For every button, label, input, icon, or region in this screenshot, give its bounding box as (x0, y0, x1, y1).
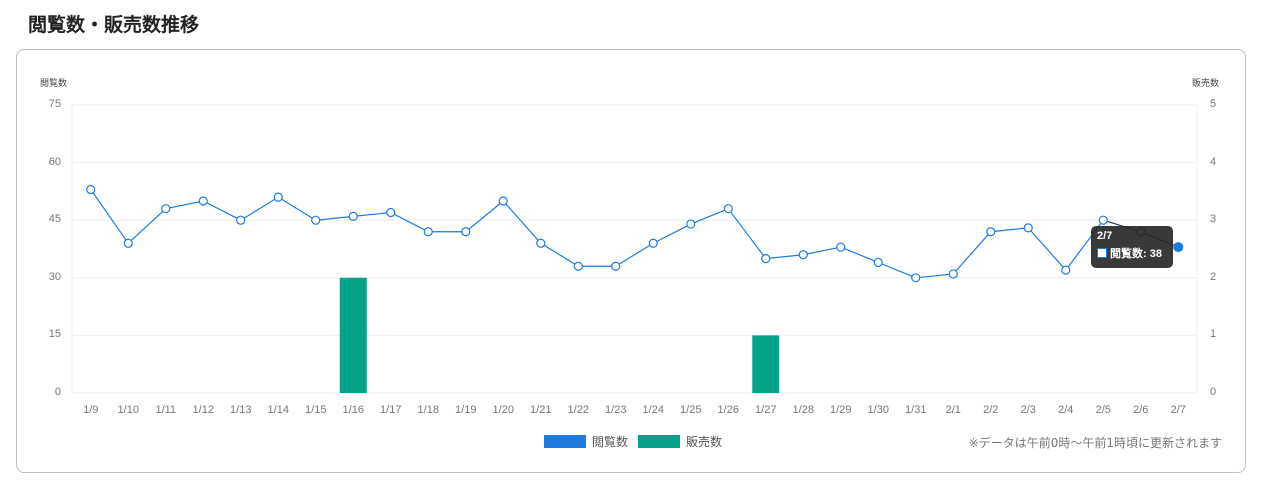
views-point[interactable] (686, 219, 696, 229)
chart-legend: 閲覧数 販売数 (544, 433, 722, 450)
y2-tick: 0 (1210, 386, 1217, 398)
y-tick: 60 (48, 155, 61, 168)
views-point[interactable] (311, 215, 321, 225)
tooltip-value: 閲覧数: 38 (1110, 248, 1162, 260)
x-tick: 2/2 (983, 404, 999, 416)
x-tick: 1/23 (605, 404, 627, 416)
y-tick: 0 (54, 386, 61, 398)
x-tick: 1/22 (567, 404, 589, 416)
views-point[interactable] (648, 238, 658, 248)
y2-tick: 1 (1210, 328, 1217, 341)
x-tick: 1/18 (417, 404, 439, 416)
x-tick: 1/13 (230, 404, 252, 416)
views-point[interactable] (836, 242, 846, 252)
views-point[interactable] (236, 215, 246, 225)
sales-bar[interactable] (752, 335, 780, 393)
views-point[interactable] (986, 227, 996, 237)
x-tick: 1/10 (117, 404, 139, 416)
tooltip-swatch-icon (1097, 248, 1107, 258)
views-point[interactable] (1023, 223, 1033, 233)
legend-label-sales[interactable]: 販売数 (686, 435, 723, 449)
y2-tick: 2 (1210, 270, 1217, 283)
x-tick: 1/28 (792, 404, 814, 416)
x-tick: 1/15 (305, 404, 327, 416)
x-tick: 2/4 (1058, 404, 1074, 416)
legend-swatch-views-icon[interactable] (544, 435, 586, 448)
x-tick: 1/25 (680, 404, 702, 416)
y2-tick: 4 (1210, 155, 1217, 168)
views-point[interactable] (536, 238, 546, 248)
x-tick: 2/6 (1133, 404, 1149, 416)
views-point[interactable] (761, 254, 771, 264)
chart-tooltip: 2/7 閲覧数: 38 (1091, 226, 1173, 268)
x-tick: 1/24 (642, 404, 664, 416)
views-point[interactable] (911, 273, 921, 283)
x-tick: 2/5 (1095, 404, 1111, 416)
views-point[interactable] (498, 196, 508, 206)
x-tick: 1/20 (492, 404, 514, 416)
x-tick: 1/9 (83, 404, 99, 416)
views-point[interactable] (1061, 265, 1071, 275)
y2-tick: 5 (1210, 98, 1217, 110)
views-point[interactable] (386, 207, 396, 218)
x-tick: 1/27 (755, 404, 777, 416)
chart-card (16, 49, 1246, 473)
page-title: 閲覧数・販売数推移 (28, 14, 200, 36)
x-tick: 1/11 (155, 404, 177, 416)
x-tick: 2/7 (1170, 404, 1186, 416)
x-tick: 2/3 (1020, 404, 1036, 416)
views-point[interactable] (198, 196, 208, 206)
tooltip-title: 2/7 (1097, 230, 1113, 242)
views-point[interactable] (461, 227, 471, 237)
views-point[interactable] (423, 227, 433, 237)
x-tick: 1/31 (905, 404, 927, 416)
views-point[interactable] (723, 204, 733, 214)
y-tick: 30 (48, 270, 61, 283)
y-tick: 75 (48, 98, 61, 110)
y-tick: 15 (48, 328, 61, 341)
views-point[interactable] (573, 261, 583, 271)
views-point[interactable] (798, 250, 808, 260)
views-point[interactable] (273, 192, 283, 202)
right-axis-label: 販売数 (1192, 79, 1220, 89)
x-tick: 1/29 (830, 404, 852, 416)
x-tick: 2/1 (945, 404, 961, 416)
views-point[interactable] (86, 184, 96, 195)
x-tick: 1/26 (717, 404, 739, 416)
legend-swatch-sales-icon[interactable] (638, 435, 681, 448)
sales-bar[interactable] (339, 277, 367, 393)
views-point[interactable] (161, 204, 171, 214)
y2-tick: 3 (1210, 213, 1217, 226)
x-tick: 1/17 (380, 404, 402, 416)
left-axis-label: 閲覧数 (40, 79, 68, 89)
x-tick: 1/14 (267, 404, 289, 416)
x-tick: 1/19 (455, 404, 477, 416)
views-point[interactable] (1173, 242, 1184, 253)
views-point[interactable] (873, 257, 883, 268)
x-tick: 1/12 (192, 404, 214, 416)
y-tick: 45 (48, 213, 61, 226)
x-tick: 1/16 (342, 404, 364, 416)
views-point[interactable] (948, 269, 958, 279)
views-point[interactable] (123, 238, 133, 248)
update-note: ※データは午前0時〜午前1時頃に更新されます (968, 436, 1222, 450)
views-point[interactable] (611, 261, 621, 271)
x-tick: 1/21 (530, 404, 552, 416)
views-point[interactable] (348, 211, 358, 221)
legend-label-views[interactable]: 閲覧数 (592, 435, 629, 449)
x-tick: 1/30 (867, 404, 889, 416)
views-point[interactable] (1098, 215, 1108, 225)
